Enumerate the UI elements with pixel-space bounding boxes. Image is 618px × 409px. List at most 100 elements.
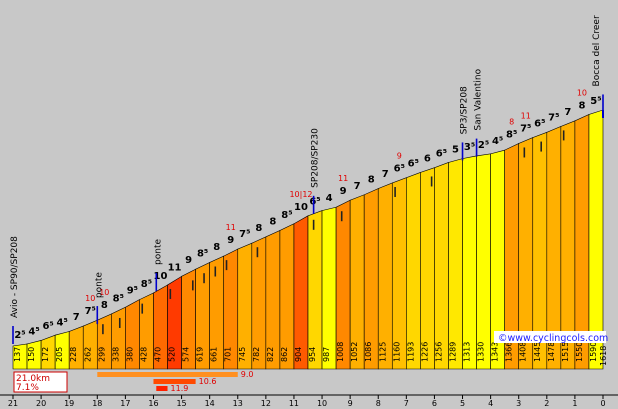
summit-elevation-label: 1618 (599, 346, 608, 366)
gradient-label: 8⁵ (141, 279, 152, 290)
gradient-label: 6 (424, 154, 431, 165)
elevation-label: 904 (294, 347, 303, 362)
elevation-label: 745 (238, 347, 247, 362)
x-tick-label: 14 (205, 399, 215, 408)
x-tick-label: 6 (432, 399, 437, 408)
gradient-label: 9⁵ (127, 286, 138, 297)
gradient-label: 8 (255, 223, 262, 234)
gradient-label: 10 (154, 271, 168, 282)
place-label: SP208/SP230 (311, 128, 321, 188)
summary-box-frame (13, 371, 68, 393)
gradient-labels: 2⁵ 4⁵ 6⁵ 4⁵ 77⁵108108⁵9⁵8⁵101198⁵89117⁵888⁵1… (14, 88, 601, 340)
elevation-label: 1515 (561, 342, 570, 362)
x-tick-label: 1 (572, 399, 577, 408)
steep-bar (153, 379, 196, 384)
elevation-label: 1330 (477, 342, 486, 362)
elevation-label: 1313 (463, 342, 472, 362)
elevation-label: 262 (83, 347, 92, 362)
x-tick-label: 19 (64, 399, 74, 408)
gradient-label: 6⁵ (394, 164, 405, 175)
max-gradient-label: 10 (99, 288, 109, 297)
profile-segment (321, 206, 337, 370)
gradient-label: 8⁵ (113, 293, 124, 304)
elevation-label: 1193 (406, 342, 415, 362)
summary-distance: 21.0km (16, 374, 50, 384)
elevation-label: 1289 (449, 342, 458, 362)
steep-bar (156, 386, 168, 391)
elevation-label: 172 (41, 347, 50, 362)
x-axis-ticks: 21 20 19 18 17 16 15 14 13 12 11 10 9 8 7 6 5 4 3 2 1 0 (8, 395, 606, 408)
max-gradient-label: 8 (509, 117, 514, 126)
max-gradient-label: 10 (577, 88, 587, 97)
profile-segment (307, 210, 323, 370)
gradient-label: 6⁵ (42, 321, 53, 332)
gradient-label: 7⁵ (85, 306, 96, 317)
gradient-label: 11 (168, 262, 182, 273)
elevation-label: 1590 (589, 342, 598, 362)
x-tick-label: 9 (348, 399, 353, 408)
elevation-label: 1445 (533, 342, 542, 362)
place-label: ponte (153, 238, 163, 264)
profile-segment (406, 172, 421, 370)
gradient-label: 7 (73, 312, 80, 323)
elevation-label: 1052 (350, 342, 359, 362)
gradient-label: 6⁵ (309, 197, 320, 208)
max-gradient-label: 11 (226, 223, 236, 232)
place-label: ponte (94, 272, 104, 298)
gradient-label: 9 (340, 186, 347, 197)
elevation-label: 1366 (505, 342, 514, 362)
elevation-label: 228 (69, 347, 78, 362)
profile-segment (462, 155, 477, 370)
elevation-label: 987 (322, 347, 331, 362)
gradient-label: 4⁵ (492, 136, 503, 147)
elevation-label: 1256 (434, 342, 443, 362)
elevation-label: 1343 (491, 342, 500, 362)
elevation-label: 1550 (575, 342, 584, 362)
gradient-label: 8 (213, 242, 220, 253)
gradient-label: 8 (368, 175, 375, 186)
elevation-label: 1160 (392, 342, 401, 362)
x-tick-label: 15 (176, 399, 186, 408)
x-tick-label: 8 (376, 399, 381, 408)
elevation-label: 338 (111, 347, 120, 362)
profile-segment (476, 153, 491, 370)
gradient-label: 4 (326, 193, 333, 204)
elevation-label: 1125 (378, 342, 387, 362)
gradient-label: 9 (185, 255, 192, 266)
x-tick-label: 10 (317, 399, 327, 408)
gradient-label: 8 (101, 300, 108, 311)
gradient-label: 9 (227, 235, 234, 246)
x-tick-label: 5 (460, 399, 465, 408)
summary-box: 21.0km 7.1% (13, 371, 68, 393)
max-gradient-label: 10 (85, 294, 95, 303)
elevation-label: 1086 (364, 342, 373, 362)
steep-bar (97, 372, 238, 377)
x-tick-label: 2 (544, 399, 549, 408)
gradient-label: 7⁵ (520, 124, 531, 135)
watermark: ©www.cyclingcols.com (498, 333, 608, 344)
gradient-label: 5 (452, 145, 459, 156)
x-tick-label: 7 (404, 399, 409, 408)
max-gradient-label: 11 (521, 112, 531, 121)
place-label: San Valentino (474, 68, 484, 130)
elevation-label: 1226 (420, 342, 429, 362)
steepest-section-bars: 9.0 10.6 11.9 (97, 370, 253, 393)
x-tick-label: 12 (261, 399, 271, 408)
elevation-label: 137 (13, 347, 22, 362)
profile-segment (391, 177, 407, 370)
elevation-label: 701 (224, 347, 233, 362)
gradient-label: 5⁵ (590, 96, 601, 107)
gradient-label: 6⁵ (436, 148, 447, 159)
x-tick-label: 0 (600, 399, 605, 408)
gradient-label: 8⁵ (506, 129, 517, 140)
elevation-label: 150 (27, 347, 36, 362)
gradient-label: 8 (578, 100, 585, 111)
x-tick-label: 16 (148, 399, 158, 408)
gradient-label: 7 (564, 107, 571, 118)
x-tick-label: 4 (488, 399, 493, 408)
x-tick-label: 13 (233, 399, 243, 408)
place-label: SP3/SP208 (460, 86, 470, 134)
gradient-label: 7⁵ (548, 112, 559, 123)
profile-segments (12, 109, 604, 370)
place-label: Avio - SP90/SP208 (10, 236, 20, 318)
